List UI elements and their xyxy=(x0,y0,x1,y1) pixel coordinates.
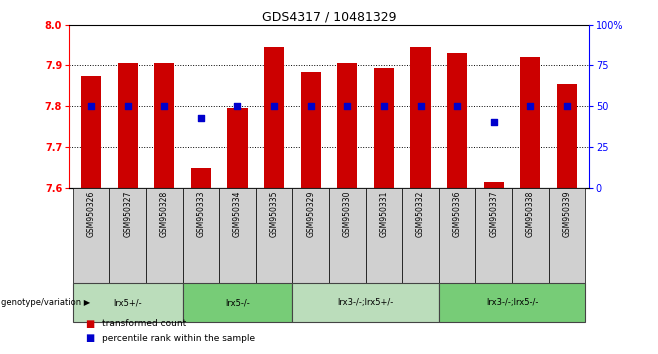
Point xyxy=(525,103,536,109)
Bar xyxy=(146,188,182,283)
Text: ■: ■ xyxy=(86,333,95,343)
Text: GSM950326: GSM950326 xyxy=(87,190,95,237)
Text: GSM950327: GSM950327 xyxy=(123,190,132,237)
Text: lrx3-/-;lrx5-/-: lrx3-/-;lrx5-/- xyxy=(486,298,538,307)
Bar xyxy=(549,188,585,283)
Text: GSM950334: GSM950334 xyxy=(233,190,242,237)
Bar xyxy=(191,168,211,188)
Text: GSM950335: GSM950335 xyxy=(270,190,278,237)
Bar xyxy=(447,53,467,188)
Bar xyxy=(512,188,549,283)
Bar xyxy=(219,188,256,283)
Bar xyxy=(484,182,504,188)
Point xyxy=(269,103,280,109)
Bar xyxy=(439,283,585,322)
Text: lrx5+/-: lrx5+/- xyxy=(113,298,142,307)
Text: GSM950339: GSM950339 xyxy=(563,190,571,237)
Point xyxy=(378,103,389,109)
Point xyxy=(195,115,206,120)
Bar xyxy=(374,68,394,188)
Bar xyxy=(476,188,512,283)
Bar xyxy=(73,283,182,322)
Text: GSM950337: GSM950337 xyxy=(490,190,498,237)
Text: GSM950336: GSM950336 xyxy=(453,190,462,237)
Point xyxy=(415,103,426,109)
Bar xyxy=(411,47,430,188)
Bar xyxy=(402,188,439,283)
Bar xyxy=(256,188,292,283)
Bar xyxy=(109,188,146,283)
Text: GSM950330: GSM950330 xyxy=(343,190,352,237)
Bar xyxy=(118,63,138,188)
Point xyxy=(305,103,316,109)
Text: GSM950338: GSM950338 xyxy=(526,190,535,237)
Bar xyxy=(154,63,174,188)
Text: GSM950332: GSM950332 xyxy=(416,190,425,237)
Bar xyxy=(264,47,284,188)
Bar xyxy=(338,63,357,188)
Bar xyxy=(557,84,577,188)
Bar xyxy=(329,188,366,283)
Bar xyxy=(520,57,540,188)
Point xyxy=(159,103,170,109)
Bar xyxy=(73,188,109,283)
Text: GDS4317 / 10481329: GDS4317 / 10481329 xyxy=(262,11,396,24)
Text: lrx5-/-: lrx5-/- xyxy=(225,298,250,307)
Text: transformed count: transformed count xyxy=(102,319,186,329)
Text: lrx3-/-;lrx5+/-: lrx3-/-;lrx5+/- xyxy=(338,298,393,307)
Point xyxy=(452,103,463,109)
Point xyxy=(122,103,133,109)
Bar xyxy=(366,188,402,283)
Text: percentile rank within the sample: percentile rank within the sample xyxy=(102,333,255,343)
Bar xyxy=(301,72,320,188)
Bar xyxy=(292,283,439,322)
Text: genotype/variation ▶: genotype/variation ▶ xyxy=(1,298,91,307)
Bar xyxy=(81,76,101,188)
Bar xyxy=(439,188,476,283)
Point xyxy=(86,103,96,109)
Point xyxy=(342,103,353,109)
Bar xyxy=(182,188,219,283)
Text: GSM950329: GSM950329 xyxy=(306,190,315,237)
Point xyxy=(232,103,243,109)
Text: GSM950331: GSM950331 xyxy=(380,190,388,237)
Bar xyxy=(292,188,329,283)
Bar xyxy=(228,108,247,188)
Point xyxy=(562,103,572,109)
Text: GSM950328: GSM950328 xyxy=(160,190,168,237)
Point xyxy=(488,120,499,125)
Text: GSM950333: GSM950333 xyxy=(196,190,205,237)
Text: ■: ■ xyxy=(86,319,95,329)
Bar xyxy=(182,283,292,322)
